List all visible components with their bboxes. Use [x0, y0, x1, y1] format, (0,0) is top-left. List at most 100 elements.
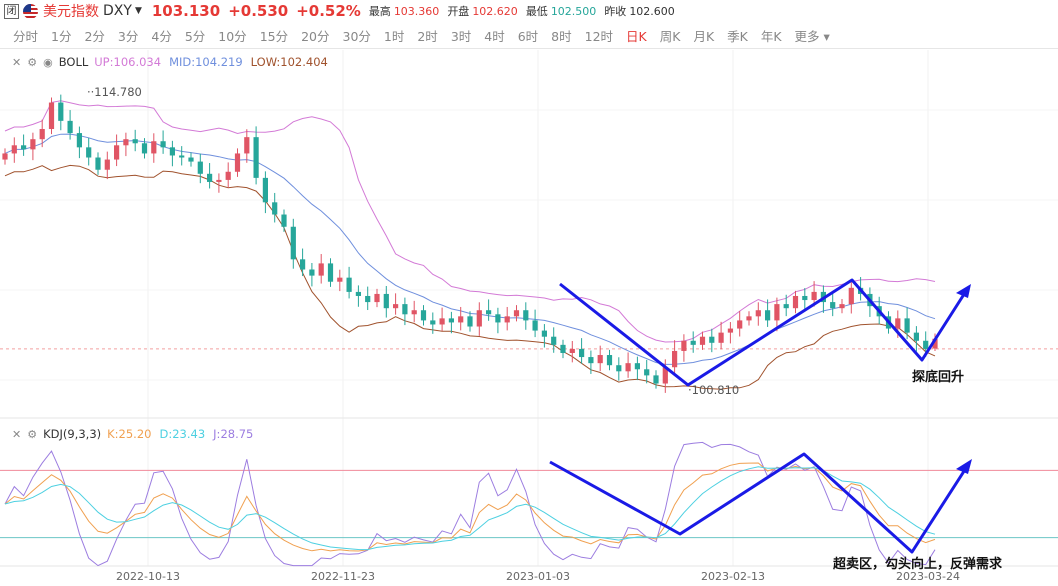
candle-body — [234, 153, 241, 172]
candle-body — [495, 314, 501, 323]
eye-icon[interactable]: ◉ — [43, 55, 53, 69]
candle-body — [606, 355, 613, 366]
candle-body — [141, 143, 148, 154]
close-indicator-icon[interactable]: ✕ — [12, 427, 22, 441]
price-change-percent: +0.52% — [296, 2, 361, 20]
candle-body — [151, 141, 157, 154]
boll-up-label: UP: — [94, 55, 114, 69]
tab-3[interactable]: 3分 — [117, 28, 139, 44]
trend-annotation-line — [559, 278, 970, 387]
annotation-arrowhead — [956, 284, 971, 298]
x-tick-label: 2023-02-13 — [701, 570, 765, 583]
tab-10[interactable]: 1时 — [383, 28, 405, 44]
candle-body — [67, 120, 73, 134]
tab-19[interactable]: 月K — [693, 28, 715, 44]
boll-low-label: LOW: — [250, 55, 281, 69]
candle-body — [188, 157, 194, 162]
tab-15[interactable]: 8时 — [551, 28, 572, 44]
candle-body — [216, 179, 222, 182]
x-tick-label: 2023-03-24 — [896, 570, 960, 583]
kdj-legend: ✕ ⚙ KDJ(9,3,3) K: 25.20 D: 23.43 J: 28.75 — [12, 426, 253, 442]
open-label: 开盘 — [447, 5, 470, 18]
period-tabs: 分时 1分 2分 3分 4分 5分 10分 15分 20分 30分 1时 2时 3时 4时 6时 8时 12时日… — [0, 24, 830, 46]
tab-4[interactable]: 4分 — [151, 28, 172, 44]
candle-body — [802, 295, 808, 301]
kdj-annotation-line — [549, 452, 970, 554]
tab-8[interactable]: 20分 — [301, 28, 330, 44]
candle-body — [262, 177, 268, 203]
gear-icon[interactable]: ⚙ — [27, 427, 38, 441]
kdj-j-value: 28.75 — [220, 427, 254, 441]
candle-body — [420, 310, 427, 321]
close-indicator-icon[interactable]: ✕ — [12, 55, 22, 69]
candle-body — [699, 336, 706, 345]
candle-body — [774, 304, 780, 321]
candle-body — [541, 330, 547, 337]
tab-6[interactable]: 10分 — [218, 28, 247, 44]
candle-body — [132, 139, 138, 144]
candle-body — [272, 202, 278, 215]
kdj-d-label: D: — [159, 427, 173, 441]
candle-body — [48, 102, 55, 130]
candle-body — [737, 320, 743, 329]
candle-body — [718, 332, 724, 343]
boll-name: BOLL — [58, 55, 89, 69]
tab-2[interactable]: 2分 — [84, 28, 105, 44]
candle-body — [11, 145, 17, 154]
candle-body — [383, 293, 389, 309]
candle-body — [30, 139, 36, 150]
candle-body — [597, 355, 603, 364]
high-label: 最高 — [368, 5, 391, 18]
x-tick-label: 2023-01-03 — [506, 570, 570, 583]
candle-body — [746, 316, 752, 321]
candle-body — [523, 310, 529, 321]
tab-9[interactable]: 30分 — [342, 28, 371, 44]
tab-1[interactable]: 1分 — [51, 28, 72, 44]
candle-body — [662, 367, 668, 384]
candle-body — [253, 137, 259, 178]
tab-11[interactable]: 2时 — [417, 28, 438, 44]
instrument-symbol[interactable]: DXY — [103, 3, 132, 19]
tab-0[interactable]: 分时 — [13, 28, 39, 44]
candle-body — [811, 291, 817, 301]
candle-body — [653, 375, 659, 384]
tab-13[interactable]: 4时 — [484, 28, 505, 44]
tab-20[interactable]: 季K — [727, 28, 748, 44]
candle-body — [932, 338, 938, 349]
market-closed-badge: 闭 — [4, 3, 19, 19]
candle-body — [355, 291, 361, 296]
tab-12[interactable]: 3时 — [450, 28, 472, 44]
candle-body — [374, 293, 380, 303]
candle-body — [58, 102, 64, 121]
tab-5[interactable]: 5分 — [184, 28, 206, 44]
tab-16[interactable]: 12时 — [584, 28, 614, 44]
candle-body — [337, 277, 343, 282]
tab-21[interactable]: 年K — [760, 28, 782, 44]
symbol-dropdown-icon[interactable]: ▼ — [134, 6, 142, 16]
candle-body — [839, 304, 845, 309]
gear-icon[interactable]: ⚙ — [27, 55, 38, 69]
tab-22[interactable]: 更多 ▾ — [794, 28, 830, 44]
candle-body — [95, 157, 101, 170]
instrument-name[interactable]: 美元指数 — [43, 4, 99, 20]
kdj-j-label: J: — [213, 427, 221, 441]
candle-body — [486, 310, 492, 315]
header-divider — [0, 48, 1058, 49]
tab-14[interactable]: 6时 — [517, 28, 539, 44]
candle-body — [439, 318, 445, 325]
candle-body — [504, 316, 510, 323]
open-value: 102.620 — [472, 4, 518, 18]
tab-7[interactable]: 15分 — [259, 28, 289, 44]
candle-body — [923, 340, 929, 349]
candle-body — [300, 259, 306, 270]
candle-body — [476, 310, 482, 327]
candle-body — [104, 159, 110, 170]
candle-body — [169, 147, 175, 156]
tab-17[interactable]: 日K — [626, 28, 647, 44]
high-value: 103.360 — [393, 4, 440, 18]
tab-18[interactable]: 周K — [659, 28, 681, 44]
candle-body — [411, 310, 417, 315]
candle-body — [327, 263, 334, 282]
candle-body — [672, 350, 678, 368]
